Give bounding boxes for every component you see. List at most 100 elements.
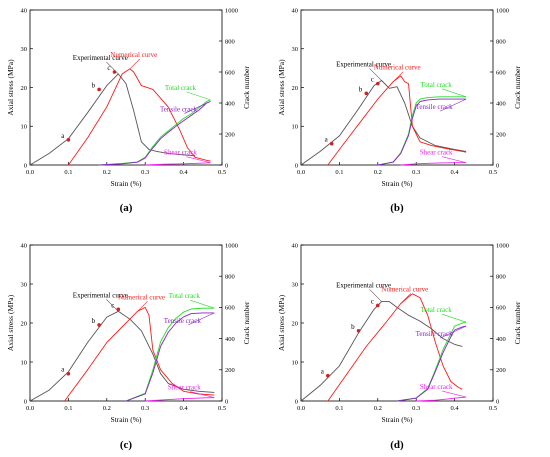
x-tick-label: 0.2 (374, 405, 382, 412)
numerical-curve-label: Numerical curve (118, 293, 165, 301)
y-tick-label: 0 (24, 162, 27, 169)
y-tick-label: 40 (292, 7, 299, 14)
numerical-curve-line (327, 293, 463, 402)
y-axis-label: Axial stress (MPa) (277, 294, 286, 351)
y-tick-label: 20 (292, 320, 299, 327)
x-tick-label: 0.3 (412, 169, 420, 176)
tensile-crack-leader (439, 325, 467, 339)
tensile-crack-leader (188, 312, 215, 326)
shear-crack-line (145, 397, 215, 402)
x-tick-label: 0.4 (180, 169, 189, 176)
y2-tick-label: 0 (225, 162, 228, 169)
numerical-curve-line (327, 75, 467, 166)
y-axis-label: Axial stress (MPa) (277, 59, 286, 116)
total-crack-label: Total crack (169, 292, 201, 300)
y-tick-label: 10 (292, 124, 299, 131)
point-b-marker (97, 87, 101, 92)
tensile-crack-line (99, 101, 211, 166)
x-tick-label: 0.0 (26, 169, 34, 176)
y-tick-label: 30 (21, 46, 28, 53)
y2-tick-label: 0 (496, 398, 499, 405)
tensile-crack-line (377, 98, 467, 166)
y2-tick-label: 600 (225, 305, 235, 312)
experimental-curve-line (300, 80, 467, 166)
point-c-label: c (111, 301, 114, 309)
x-tick-label: 0.1 (335, 169, 343, 176)
x-tick-label: 0.1 (335, 405, 343, 412)
point-c-marker (376, 81, 380, 86)
y-tick-label: 10 (21, 359, 28, 366)
experimental-curve-line (29, 73, 196, 166)
point-b-marker (356, 329, 361, 333)
numerical-curve-leader (400, 293, 412, 304)
total-crack-label: Total crack (421, 81, 453, 89)
numerical-curve-label: Numerical curve (110, 51, 157, 59)
tensile-crack-label: Tensile crack (160, 105, 198, 113)
numerical-curve-label: Numerical curve (381, 286, 428, 294)
experimental-curve-leader (106, 299, 119, 312)
y2-tick-label: 400 (496, 336, 506, 343)
y-axis-label: Axial stress (MPa) (6, 294, 15, 351)
x-tick-label: 0.4 (451, 169, 460, 176)
y2-tick-label: 1000 (225, 7, 238, 14)
tensile-crack-leader (184, 101, 211, 114)
tensile-crack-line (396, 325, 467, 402)
point-b-label: b (92, 317, 96, 325)
x-tick-label: 0.3 (141, 169, 149, 176)
x-tick-label: 0.5 (218, 405, 226, 412)
point-b-marker (97, 323, 101, 327)
x-tick-label: 0.1 (64, 169, 72, 176)
y2-tick-label: 1000 (496, 7, 509, 14)
shear-crack-label: Shear crack (168, 384, 201, 392)
x-tick-label: 0.5 (489, 405, 497, 412)
y2-tick-label: 800 (225, 274, 235, 281)
y2-tick-label: 1000 (225, 242, 238, 249)
total-crack-label: Total crack (165, 84, 197, 92)
experimental-curve-label: Experimental curve (73, 291, 128, 299)
x-tick-label: 0.5 (218, 169, 226, 176)
y2-tick-label: 0 (496, 162, 499, 169)
shear-crack-line (416, 396, 467, 402)
numerical-curve-leader (392, 71, 404, 82)
point-a-marker (326, 373, 330, 378)
y2-tick-label: 200 (496, 131, 506, 138)
total-crack-line (125, 307, 215, 402)
x-tick-label: 0.4 (180, 405, 189, 412)
point-b-label: b (92, 81, 96, 89)
y2-tick-label: 600 (496, 69, 506, 76)
x-tick-label: 0.2 (374, 169, 382, 176)
point-c-label: c (371, 76, 374, 84)
experimental-curve-label: Experimental curve (336, 61, 391, 69)
point-c-label: c (107, 64, 110, 72)
numerical-curve-line (68, 68, 211, 166)
y-tick-label: 20 (292, 85, 299, 92)
y2-axis-label: Crack number (242, 66, 251, 109)
y2-tick-label: 200 (496, 367, 506, 374)
experimental-curve-leader (369, 68, 382, 81)
experimental-curve-line (29, 310, 215, 402)
y-tick-label: 30 (292, 46, 299, 53)
shear-crack-line (145, 162, 211, 166)
y-axis-label: Axial stress (MPa) (6, 59, 15, 116)
total-crack-leader (442, 88, 467, 98)
x-tick-label: 0.4 (451, 405, 460, 412)
x-tick-label: 0.0 (297, 169, 305, 176)
shear-crack-leader (186, 156, 211, 163)
x-tick-label: 0.3 (141, 405, 149, 412)
y2-tick-label: 600 (225, 69, 235, 76)
y-tick-label: 20 (21, 320, 28, 327)
experimental-curve-label: Experimental curve (336, 282, 391, 290)
x-tick-label: 0.1 (64, 405, 72, 412)
panel-caption: (a) (120, 202, 133, 214)
y-tick-label: 0 (295, 162, 298, 169)
x-axis-label: Strain (%) (110, 179, 142, 188)
point-a-label: a (321, 368, 325, 376)
point-a-label: a (61, 132, 65, 140)
point-c-marker (376, 303, 380, 308)
point-c-marker (112, 70, 117, 74)
y-tick-label: 40 (292, 242, 299, 249)
y2-tick-label: 800 (225, 38, 235, 45)
chart-panel: 0.0 0.1 0.2 0.3 0.4 0.50102030400200400600800… (277, 242, 522, 451)
tensile-crack-line (125, 312, 215, 402)
